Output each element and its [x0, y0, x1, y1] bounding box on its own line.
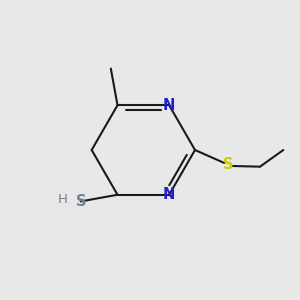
Text: S: S: [223, 158, 234, 172]
Text: S: S: [76, 194, 86, 209]
Text: H: H: [58, 193, 68, 206]
Text: N: N: [163, 187, 175, 202]
Text: N: N: [163, 98, 175, 113]
